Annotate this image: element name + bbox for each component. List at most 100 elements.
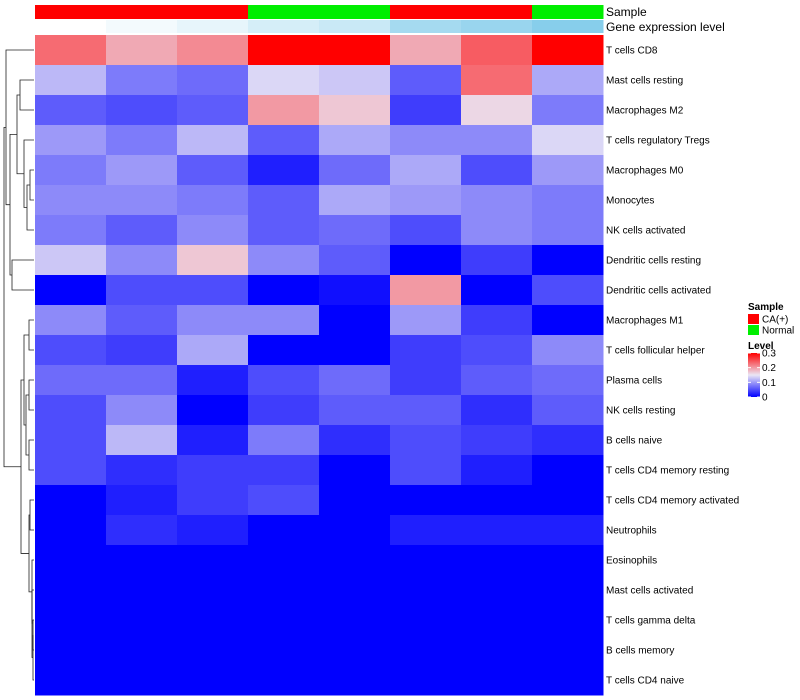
row-dendrogram xyxy=(3,49,34,681)
heatmap-cell xyxy=(177,395,249,426)
heatmap-cell xyxy=(390,395,462,426)
heatmap-cell xyxy=(532,335,604,366)
sample-annotation-label: Sample xyxy=(606,5,647,19)
heatmap-cell xyxy=(177,215,249,246)
gene-expression-annotation-label: Gene expression level xyxy=(606,20,725,34)
row-label: Mast cells activated xyxy=(606,586,693,597)
heatmap-cell xyxy=(319,365,391,396)
heatmap-cell xyxy=(35,545,107,576)
row-label: Dendritic cells resting xyxy=(606,256,701,267)
heatmap-cell xyxy=(461,395,533,426)
heatmap-cell xyxy=(319,125,391,156)
heatmap-cell xyxy=(177,185,249,216)
row-label: Monocytes xyxy=(606,196,654,207)
heatmap-cell xyxy=(532,35,604,66)
heatmap-cell xyxy=(461,455,533,486)
heatmap-cell xyxy=(177,65,249,96)
gene-expression-annotation-cell xyxy=(106,20,178,33)
dendrogram-branch xyxy=(9,133,17,276)
heatmap-cell xyxy=(106,365,178,396)
heatmap-cell xyxy=(461,335,533,366)
heatmap-cell xyxy=(319,395,391,426)
legend-level-tick-label: 0.2 xyxy=(762,363,776,374)
row-label: Eosinophils xyxy=(606,556,657,567)
heatmap-cell xyxy=(177,485,249,516)
heatmap-cell xyxy=(35,275,107,306)
heatmap-cell xyxy=(532,455,604,486)
row-label: NK cells activated xyxy=(606,226,685,237)
heatmap-cell xyxy=(248,305,320,336)
heatmap-cell xyxy=(461,425,533,456)
dendrogram-branch xyxy=(31,559,34,624)
heatmap-cell xyxy=(319,305,391,336)
heatmap-cell xyxy=(248,425,320,456)
heatmap-cell xyxy=(461,665,533,696)
heatmap-cell xyxy=(390,665,462,696)
gene-expression-annotation-cell xyxy=(248,20,320,33)
gene-expression-annotation-cell xyxy=(177,20,249,33)
heatmap-cell xyxy=(106,455,178,486)
heatmap-cell xyxy=(106,485,178,516)
heatmap-cell xyxy=(106,605,178,636)
row-label: Macrophages M1 xyxy=(606,316,684,327)
heatmap-cell xyxy=(319,515,391,546)
heatmap-cell xyxy=(532,125,604,156)
heatmap-cell xyxy=(461,305,533,336)
sample-annotation-cell xyxy=(106,5,178,19)
dendrogram-branch xyxy=(26,184,34,231)
dendrogram-branch xyxy=(28,379,34,411)
row-label: Macrophages M2 xyxy=(606,106,684,117)
heatmap-cell xyxy=(177,35,249,66)
heatmap-cell xyxy=(106,635,178,666)
heatmap-cell xyxy=(35,605,107,636)
legend-level-tick-label: 0 xyxy=(762,393,768,404)
dendrogram-branch xyxy=(11,259,34,291)
sample-annotation-cell xyxy=(35,5,107,19)
gene-expression-annotation-bar xyxy=(35,20,604,33)
sample-annotation-cell xyxy=(319,5,391,19)
sample-annotation-cell xyxy=(532,5,604,19)
heatmap-cell xyxy=(248,605,320,636)
heatmap-cell xyxy=(106,125,178,156)
dendrogram-branch xyxy=(23,139,34,208)
sample-annotation-cell xyxy=(248,5,320,19)
heatmap-cell xyxy=(248,335,320,366)
heatmap-cell xyxy=(461,125,533,156)
heatmap-cell xyxy=(532,575,604,606)
heatmap-cell xyxy=(532,245,604,276)
dendrogram-branch xyxy=(16,94,24,175)
heatmap-cell xyxy=(390,365,462,396)
row-label: NK cells resting xyxy=(606,406,675,417)
heatmap-cell xyxy=(532,305,604,336)
heatmap-cell xyxy=(177,665,249,696)
heatmap-cell xyxy=(319,245,391,276)
heatmap-cell xyxy=(35,185,107,216)
heatmap-cell xyxy=(248,665,320,696)
heatmap-cell xyxy=(461,545,533,576)
sample-annotation-cell xyxy=(177,5,249,19)
row-label: Dendritic cells activated xyxy=(606,286,711,297)
heatmap-cell xyxy=(532,425,604,456)
heatmap-cell xyxy=(248,365,320,396)
heatmap-cell xyxy=(532,515,604,546)
heatmap-cell xyxy=(319,275,391,306)
heatmap-cell xyxy=(319,35,391,66)
row-label: Mast cells resting xyxy=(606,76,683,87)
heatmap-cell xyxy=(319,65,391,96)
legend-level-ticks: 0.3 0.2 0.1 0 xyxy=(748,349,776,404)
dendrogram-branch xyxy=(19,79,34,111)
heatmap-cell xyxy=(35,125,107,156)
heatmap-cell xyxy=(319,425,391,456)
row-label: B cells naive xyxy=(606,436,663,447)
row-label: T cells follicular helper xyxy=(606,346,705,357)
heatmap-cell xyxy=(177,455,249,486)
heatmap-cell xyxy=(319,335,391,366)
heatmap-cell xyxy=(248,455,320,486)
heatmap-cell xyxy=(532,605,604,636)
row-label: T cells CD4 memory activated xyxy=(606,496,739,507)
heatmap-cell xyxy=(390,455,462,486)
heatmap-cell xyxy=(35,215,107,246)
legend-sample-label: CA(+) xyxy=(762,315,788,326)
heatmap-cell xyxy=(248,185,320,216)
row-label: T cells regulatory Tregs xyxy=(606,136,710,147)
